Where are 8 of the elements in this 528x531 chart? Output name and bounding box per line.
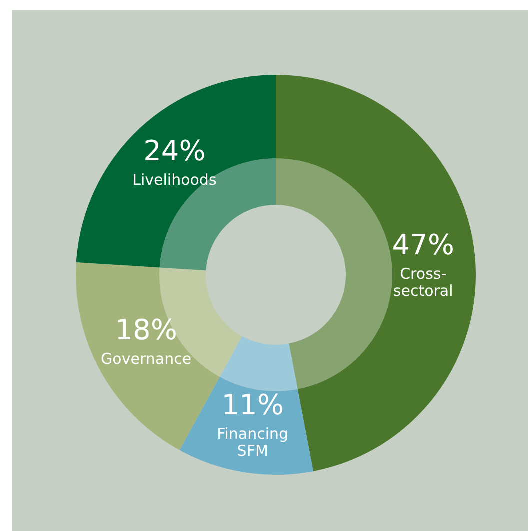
slice-label: Cross-sectoral [393, 264, 454, 300]
data-label: 47% [392, 228, 454, 262]
data-label: 18% [115, 314, 178, 347]
data-label: 24% [144, 134, 206, 168]
slice-label: Financing SFM [217, 425, 289, 460]
slice-label: Livelihoods [132, 171, 217, 190]
data-label: 11% [222, 388, 284, 422]
slice-label: Governance [101, 350, 192, 368]
